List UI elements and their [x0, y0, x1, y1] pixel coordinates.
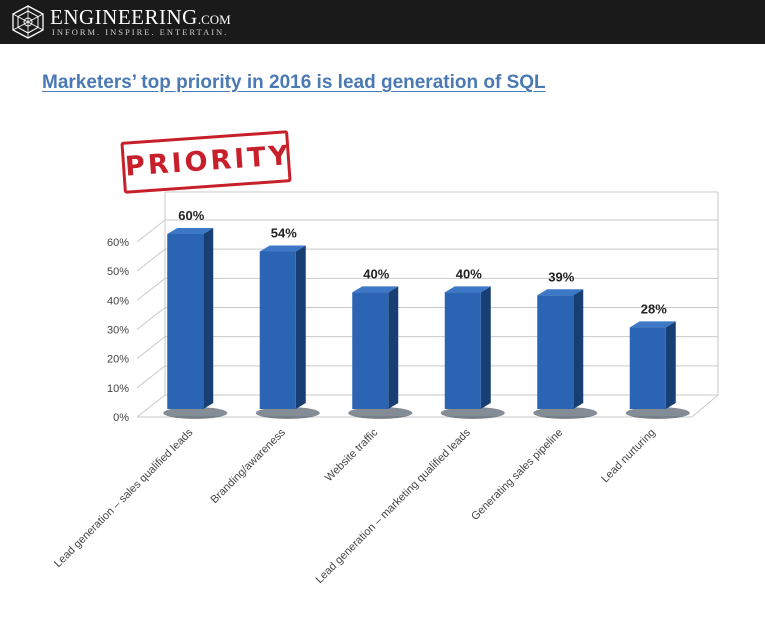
bar-side: [203, 228, 214, 409]
bar: [352, 292, 389, 409]
x-tick-label: Lead generation – sales qualified leads: [52, 426, 196, 570]
x-tick-label: Generating sales pipeline: [469, 427, 565, 523]
y-tick-label: 60%: [107, 237, 129, 249]
bar-side: [295, 245, 306, 409]
gridline-side: [136, 277, 166, 301]
bar-top: [259, 245, 306, 252]
gridline-side: [136, 336, 166, 360]
data-label: 28%: [641, 301, 667, 316]
data-label: 40%: [456, 266, 482, 281]
bar-shadow: [163, 407, 228, 419]
gridline-side: [136, 394, 166, 418]
gridline-side: [136, 219, 166, 243]
data-label: 54%: [271, 226, 297, 241]
bar-side: [573, 289, 584, 409]
bar-top: [444, 286, 491, 293]
slide-title: Marketers’ top priority in 2016 is lead …: [42, 72, 546, 93]
data-label: 60%: [178, 208, 204, 223]
x-tick-label: Branding/awareness: [208, 426, 288, 506]
y-tick-label: 40%: [107, 295, 129, 307]
x-tick-label: Lead generation – marketing qualified le…: [313, 426, 473, 586]
bar-top: [537, 289, 584, 296]
brand-name: ENGINEERING: [50, 5, 198, 29]
gridline-side: [136, 307, 166, 330]
bar-top: [167, 228, 214, 234]
bar: [444, 292, 481, 409]
bar-shadow: [348, 407, 413, 419]
header-bar: ENGINEERING.COM INFORM. INSPIRE. ENTERTA…: [0, 0, 765, 44]
gridline-side: [136, 365, 166, 389]
data-label: 39%: [548, 269, 574, 284]
bar-chart: 0%10%20%30%40%50%60% 60%54%40% 40% 39%28% …: [52, 191, 719, 586]
gridline-side: [136, 248, 166, 272]
bar-top: [352, 286, 399, 293]
bar-shadow: [255, 407, 320, 419]
data-label: 40%: [363, 266, 389, 281]
brand-tagline: INFORM. INSPIRE. ENTERTAIN.: [52, 27, 229, 37]
brand-suffix: .COM: [197, 12, 231, 27]
priority-stamp-text: PRIORITY: [124, 140, 293, 183]
bar-shadow: [625, 407, 690, 419]
floor-edge: [691, 394, 719, 418]
x-tick-label: Website traffic: [323, 426, 381, 484]
y-tick-label: 10%: [107, 383, 129, 395]
bar: [629, 327, 666, 409]
bar-side: [480, 286, 491, 409]
bar: [259, 251, 296, 409]
bar-shadow: [533, 407, 598, 419]
priority-stamp: PRIORITY: [120, 130, 293, 194]
y-tick-label: 30%: [107, 325, 129, 337]
y-tick-label: 0%: [113, 412, 129, 424]
geometric-crest-icon: [12, 5, 44, 39]
y-tick-label: 50%: [107, 266, 129, 278]
x-tick-label: Lead nurturing: [599, 427, 658, 486]
brand-logo[interactable]: ENGINEERING.COM: [50, 5, 231, 30]
bar-side: [665, 321, 676, 409]
bar-shadow: [440, 407, 505, 419]
bar: [167, 234, 204, 409]
bar: [537, 295, 574, 409]
bar-side: [388, 286, 399, 409]
y-tick-label: 20%: [107, 354, 129, 366]
bar-top: [629, 321, 676, 328]
